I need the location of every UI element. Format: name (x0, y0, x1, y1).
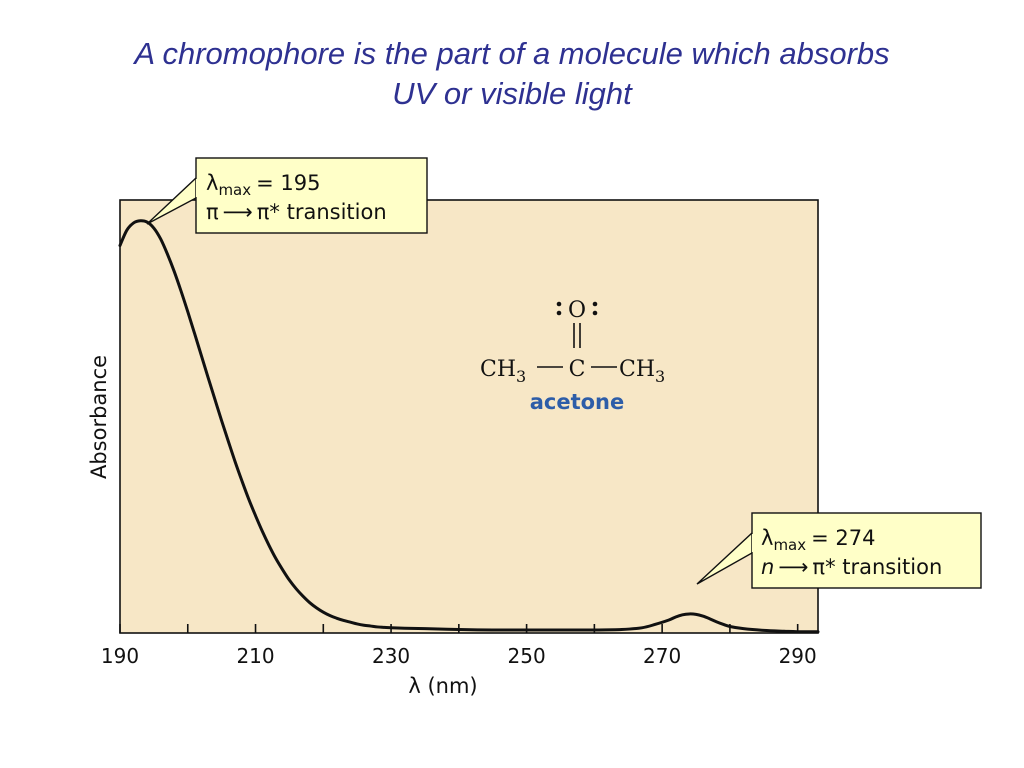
absorbance-curve (118, 219, 820, 634)
molecule-name: acetone (530, 390, 625, 414)
lambda-max-274: λmax = 274 (761, 526, 875, 554)
transition-pi-pi-star: π ⟶ π* transition (206, 200, 387, 224)
callout-box (195, 157, 428, 234)
callout-peak-274: λmax = 274 n ⟶ π* transition (696, 512, 982, 589)
lone-pair-dot (592, 301, 598, 307)
carbonyl-carbon: C (569, 357, 586, 382)
lone-pair-dot (592, 310, 598, 316)
x-tick-label: 250 (508, 644, 546, 668)
transition-n-pi-star: n ⟶ π* transition (761, 555, 942, 579)
x-tick-label: 290 (779, 644, 817, 668)
lone-pair-dot (556, 310, 562, 316)
x-axis-label: λ (nm) (408, 674, 477, 698)
right-methyl-group: CH3 (619, 357, 665, 386)
x-tick-label: 210 (236, 644, 274, 668)
x-tick-label: 270 (643, 644, 681, 668)
callout-box (751, 512, 982, 589)
x-axis-tick-labels: 190 210 230 250 270 290 (101, 644, 817, 668)
x-tick-label: 190 (101, 644, 139, 668)
left-methyl-group: CH3 (480, 357, 526, 386)
slide-title-line-2: UV or visible light (392, 76, 632, 111)
oxygen-atom: O (568, 298, 586, 323)
slide-title-line-1: A chromophore is the part of a molecule … (134, 36, 890, 71)
lambda-max-195: λmax = 195 (206, 171, 320, 199)
slide-title: A chromophore is the part of a molecule … (0, 34, 1024, 114)
y-axis-label: Absorbance (87, 355, 111, 479)
callout-peak-195: λmax = 195 π ⟶ π* transition (146, 157, 428, 234)
x-tick-label: 230 (372, 644, 410, 668)
acetone-structure: O CH3 C CH3 acetone (480, 298, 665, 414)
lone-pair-dot (556, 301, 562, 307)
plot-area (119, 199, 819, 634)
